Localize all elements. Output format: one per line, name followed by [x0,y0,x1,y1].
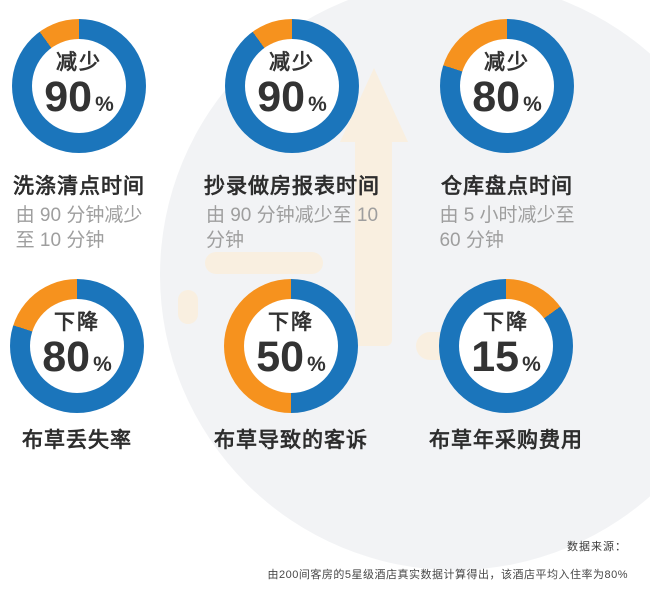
chart-subtitle: 由 5 小时减少至 60 分钟 [397,203,617,253]
donut-action-label: 下降 [483,311,529,335]
donut-action-label: 减少 [484,51,530,75]
donut-value-number: 80 [472,73,521,122]
chart-subtitle-line1: 由 90 分钟减少 [15,205,143,226]
chart-title: 布草年采购费用 [429,429,583,452]
donut-chart-linen-procurement: 下降 15 % [439,279,573,413]
donut-chart-room-report: 减少 90 % [225,19,359,153]
donut-value-unit: % [522,353,541,377]
donut-value-number: 90 [257,73,306,122]
donut-value-unit: % [93,353,112,377]
watermark-bar-icon [205,252,323,274]
donut-value-unit: % [523,93,542,117]
chart-title: 仓库盘点时间 [441,175,573,198]
donut-value: 90 % [44,75,114,120]
donut-action-label: 下降 [268,311,314,335]
chart-subtitle-line2: 60 分钟 [439,230,504,251]
data-source-footnote: 由200间客房的5星级酒店真实数据计算得出，该酒店平均入住率为80% [267,569,628,581]
donut-action-label: 减少 [56,51,102,75]
donut-hole: 减少 80 % [460,39,554,133]
donut-chart-laundry-count: 减少 90 % [12,19,146,153]
data-source-label: 数据来源： [567,541,627,553]
watermark-arrow-shaft-icon [355,140,392,346]
chart-subtitle-line2: 至 10 分钟 [15,230,105,251]
chart-subtitle-line1: 由 90 分钟减少至 10 [205,205,379,226]
donut-value-unit: % [308,93,327,117]
donut-action-label: 下降 [54,311,100,335]
donut-action-label: 减少 [269,51,315,75]
donut-chart-linen-complaints: 下降 50 % [224,279,358,413]
chart-subtitle: 由 90 分钟减少 至 10 分钟 [0,203,189,253]
donut-hole: 下降 80 % [30,299,124,393]
donut-value-unit: % [95,93,114,117]
donut-value-unit: % [307,353,326,377]
donut-value: 90 % [257,75,327,120]
chart-subtitle: 由 90 分钟减少至 10 分钟 [182,203,402,253]
donut-hole: 减少 90 % [32,39,126,133]
donut-chart-warehouse-inventory: 减少 80 % [440,19,574,153]
donut-hole: 下降 15 % [459,299,553,393]
donut-value-number: 15 [471,333,520,382]
chart-title: 抄录做房报表时间 [204,175,380,198]
chart-subtitle-line1: 由 5 小时减少至 [439,205,575,226]
chart-title: 布草丢失率 [22,429,132,452]
donut-hole: 下降 50 % [244,299,338,393]
chart-title: 洗涤清点时间 [13,175,145,198]
donut-hole: 减少 90 % [245,39,339,133]
donut-value: 80 % [472,75,542,120]
donut-chart-linen-loss: 下降 80 % [10,279,144,413]
watermark-bar-icon [178,290,198,324]
donut-value: 80 % [42,335,112,380]
chart-subtitle-line2: 分钟 [205,230,244,251]
donut-value: 50 % [256,335,326,380]
donut-value: 15 % [471,335,541,380]
donut-value-number: 90 [44,73,93,122]
donut-value-number: 50 [256,333,305,382]
chart-title: 布草导致的客诉 [214,429,368,452]
donut-value-number: 80 [42,333,91,382]
